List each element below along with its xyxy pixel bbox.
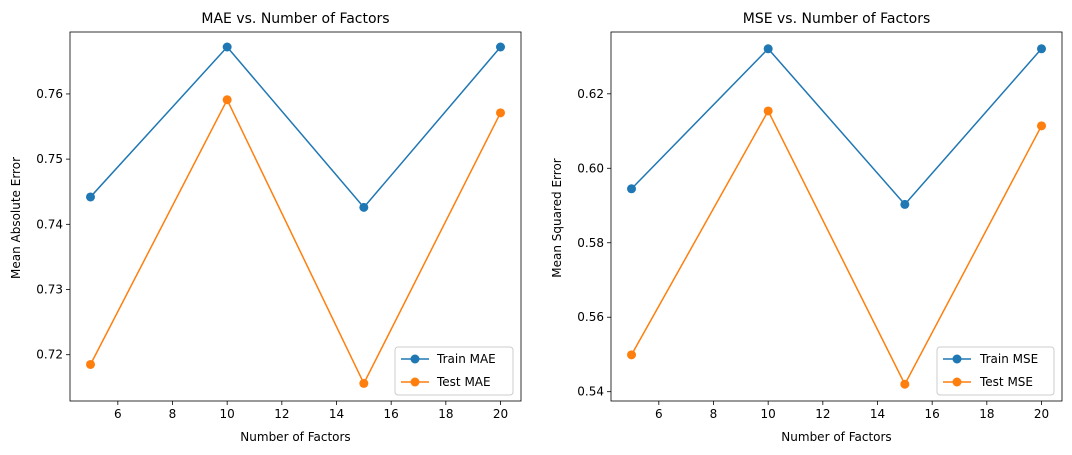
axes-frame	[610, 31, 1063, 402]
series-line-train-mse	[630, 47, 1043, 206]
data-point-test-mae	[222, 95, 232, 105]
x-tick-label: 10	[220, 407, 235, 421]
series-line-train-mae	[89, 45, 502, 209]
legend-label-test-mae: Test MAE	[436, 375, 491, 389]
data-point-test-mae	[359, 378, 369, 388]
x-tick-label: 10	[761, 407, 776, 421]
series-line-test-mse	[630, 109, 1043, 386]
data-point-test-mse	[900, 379, 910, 389]
x-tick-label: 20	[1034, 407, 1049, 421]
x-tick-label: 6	[655, 407, 663, 421]
data-point-train-mae	[359, 202, 369, 212]
legend: Train MSE Test MSE	[936, 346, 1055, 396]
plot-area	[627, 44, 1046, 389]
y-tick-label: 0.60	[577, 161, 604, 175]
data-point-train-mse	[627, 184, 636, 194]
legend-label-train-mse: Train MSE	[979, 352, 1038, 366]
legend: Train MAE Test MAE	[394, 346, 514, 396]
x-tick-label: 16	[925, 407, 940, 421]
data-point-test-mae	[496, 108, 505, 118]
y-tick-label: 0.74	[36, 217, 63, 231]
x-tick-label: 8	[710, 407, 718, 421]
legend-label-test-mse: Test MSE	[979, 375, 1033, 389]
plot-area	[86, 42, 505, 388]
y-tick-label: 0.72	[36, 348, 63, 362]
y-tick-label: 0.62	[577, 87, 604, 101]
x-tick-label: 18	[979, 407, 994, 421]
x-tick-label: 18	[438, 407, 453, 421]
x-axis-label: Number of Factors	[240, 430, 350, 444]
data-point-train-mae	[86, 192, 95, 202]
chart-title: MAE vs. Number of Factors	[201, 11, 389, 27]
legend-marker-train-mse	[952, 354, 962, 364]
chart-title: MSE vs. Number of Factors	[743, 11, 931, 27]
x-tick-label: 16	[384, 407, 399, 421]
data-point-test-mae	[86, 359, 95, 369]
y-tick-label: 0.75	[36, 152, 63, 166]
series-line-test-mae	[89, 98, 502, 386]
axis-ticks: 6 8 10 12 14 16 18 20 0.72 0.73 0.74 0.75 0.76	[36, 87, 508, 421]
x-tick-label: 14	[329, 407, 344, 421]
legend-label-train-mae: Train MAE	[436, 352, 496, 366]
mse-chart: MSE vs. Number of Factors Number of Fact…	[550, 11, 1063, 444]
mae-chart: MAE vs. Number of Factors Number of Fact…	[9, 11, 522, 444]
y-tick-label: 0.73	[36, 283, 63, 297]
y-tick-label: 0.54	[577, 385, 604, 399]
data-point-train-mae	[222, 42, 232, 52]
y-axis-label: Mean Squared Error	[550, 158, 564, 278]
data-point-test-mse	[763, 106, 773, 116]
data-point-test-mse	[1037, 121, 1046, 131]
x-tick-label: 12	[274, 407, 289, 421]
data-point-train-mae	[496, 42, 505, 52]
data-point-test-mse	[627, 350, 636, 360]
x-tick-label: 20	[493, 407, 508, 421]
x-tick-label: 8	[169, 407, 177, 421]
data-point-train-mse	[763, 44, 773, 54]
y-axis-label: Mean Absolute Error	[9, 157, 23, 279]
x-tick-label: 12	[815, 407, 830, 421]
data-point-train-mse	[1037, 44, 1046, 54]
legend-marker-train-mae	[410, 354, 420, 364]
axis-ticks: 6 8 10 12 14 16 18 20 0.54 0.56 0.58 0.60 0.62	[577, 87, 1049, 421]
y-tick-label: 0.76	[36, 87, 63, 101]
axes-frame	[69, 31, 522, 402]
x-axis-label: Number of Factors	[781, 430, 891, 444]
legend-marker-test-mse	[952, 377, 962, 387]
data-point-train-mse	[900, 199, 910, 209]
x-tick-label: 14	[870, 407, 885, 421]
y-tick-label: 0.58	[577, 236, 604, 250]
y-tick-label: 0.56	[577, 310, 604, 324]
legend-marker-test-mae	[410, 377, 420, 387]
x-tick-label: 6	[114, 407, 122, 421]
